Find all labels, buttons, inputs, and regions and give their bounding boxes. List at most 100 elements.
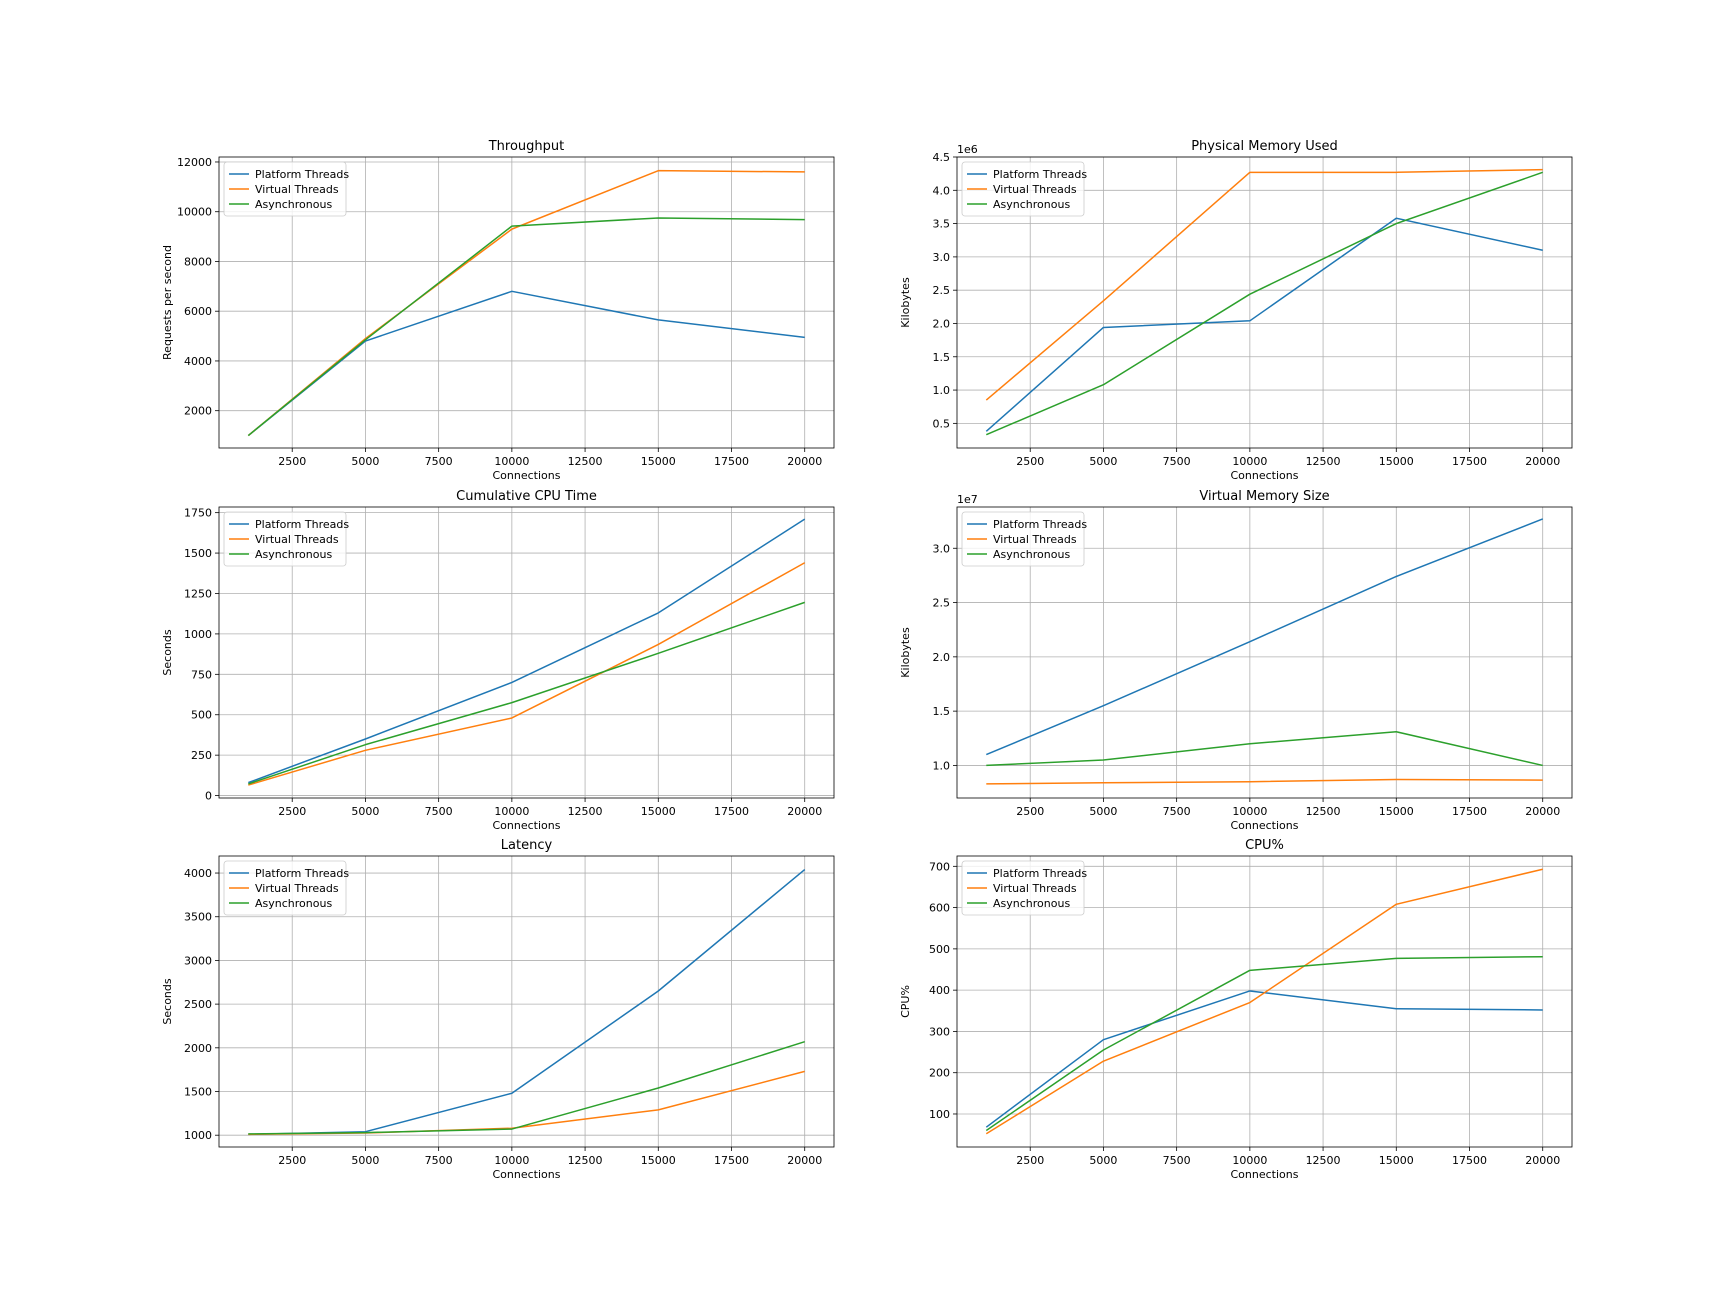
y-tick-label: 3.0 (933, 251, 951, 264)
y-tick-label: 500 (191, 709, 212, 722)
x-tick-label: 7500 (1163, 455, 1191, 468)
y-tick-label: 4.0 (933, 184, 951, 197)
legend-label: Platform Threads (993, 867, 1087, 880)
chart-title: Throughput (488, 139, 565, 154)
axis-offset-label: 1e7 (957, 493, 978, 506)
x-tick-label: 10000 (1232, 1154, 1267, 1167)
x-tick-label: 15000 (641, 455, 676, 468)
x-axis-label: Connections (1231, 819, 1299, 832)
series-line-platform (985, 217, 1543, 432)
series-line-platform (248, 518, 806, 784)
x-tick-label: 5000 (1089, 1154, 1117, 1167)
series-line-async (248, 1040, 805, 1135)
y-tick-label: 12000 (177, 156, 212, 169)
y-axis-label: Kilobytes (899, 277, 912, 328)
series-line-async (985, 171, 1543, 436)
y-tick-label: 600 (929, 902, 950, 915)
y-tick-label: 6000 (184, 305, 212, 318)
y-tick-label: 1250 (184, 587, 212, 600)
y-tick-label: 2500 (184, 998, 212, 1011)
y-tick-label: 10000 (177, 206, 212, 219)
legend: Platform Threads Virtual Threads Asynchron… (223, 161, 349, 217)
x-tick-label: 12500 (568, 455, 603, 468)
legend-label: Virtual Threads (993, 183, 1077, 196)
x-tick-label: 12500 (1306, 1154, 1341, 1167)
x-tick-label: 15000 (1379, 805, 1414, 818)
legend-label: Asynchronous (255, 548, 332, 561)
legend-label: Asynchronous (993, 198, 1070, 211)
x-axis-label: Connections (493, 819, 561, 832)
y-tick-label: 2000 (184, 1042, 212, 1055)
x-tick-label: 20000 (787, 805, 822, 818)
y-tick-label: 0.5 (933, 417, 951, 430)
y-tick-label: 0 (205, 790, 212, 803)
legend: Platform Threads Virtual Threads Asynchron… (961, 511, 1087, 567)
legend-label: Platform Threads (993, 168, 1087, 181)
legend-label: Asynchronous (255, 897, 332, 910)
x-tick-label: 15000 (1379, 1154, 1414, 1167)
x-tick-label: 5000 (1089, 805, 1117, 818)
axes-frame (956, 855, 1573, 1148)
x-tick-label: 15000 (641, 1154, 676, 1167)
x-tick-label: 17500 (1452, 1154, 1487, 1167)
y-tick-label: 400 (929, 984, 950, 997)
y-tick-label: 4000 (184, 355, 212, 368)
y-tick-label: 100 (929, 1108, 950, 1121)
y-tick-label: 200 (929, 1067, 950, 1080)
y-tick-label: 3.0 (933, 542, 951, 555)
legend-label: Virtual Threads (255, 533, 339, 546)
x-tick-label: 17500 (714, 1154, 749, 1167)
x-tick-label: 7500 (1163, 805, 1191, 818)
y-tick-label: 750 (191, 668, 212, 681)
x-tick-label: 17500 (1452, 455, 1487, 468)
x-tick-label: 2500 (1016, 805, 1044, 818)
legend-box (223, 511, 347, 567)
x-tick-label: 12500 (568, 1154, 603, 1167)
axes-frame (956, 506, 1573, 799)
y-axis-label: Requests per second (161, 245, 174, 360)
x-tick-label: 5000 (351, 455, 379, 468)
y-axis-label: CPU% (899, 985, 912, 1018)
x-axis-label: Connections (1231, 469, 1299, 482)
y-tick-label: 4000 (184, 867, 212, 880)
y-tick-label: 1750 (184, 507, 212, 520)
series-line-async (247, 217, 805, 437)
y-tick-label: 700 (929, 860, 950, 873)
legend: Platform Threads Virtual Threads Asynchron… (223, 860, 349, 916)
y-tick-label: 1.5 (933, 351, 951, 364)
y-tick-label: 300 (929, 1025, 950, 1038)
y-tick-label: 1.0 (933, 384, 951, 397)
chart-title: CPU% (1245, 838, 1284, 853)
y-axis-label: Seconds (161, 629, 174, 675)
y-tick-label: 500 (929, 943, 950, 956)
legend-label: Platform Threads (993, 518, 1087, 531)
legend-label: Asynchronous (993, 897, 1070, 910)
x-tick-label: 12500 (1306, 805, 1341, 818)
x-tick-label: 20000 (787, 1154, 822, 1167)
chart-title: Physical Memory Used (1191, 139, 1338, 154)
x-tick-label: 10000 (494, 805, 529, 818)
x-tick-label: 7500 (425, 1154, 453, 1167)
x-tick-label: 20000 (1525, 805, 1560, 818)
legend-label: Platform Threads (255, 867, 349, 880)
legend-box (223, 161, 347, 217)
x-tick-label: 20000 (1525, 1154, 1560, 1167)
y-tick-label: 2.5 (933, 284, 951, 297)
y-tick-label: 3000 (184, 954, 212, 967)
legend-box (961, 860, 1085, 916)
series-line-async (985, 955, 1543, 1132)
y-tick-label: 2000 (184, 405, 212, 418)
x-tick-label: 10000 (1232, 455, 1267, 468)
y-axis-label: Seconds (161, 978, 174, 1024)
chart-panel-6: 2500 5000 7500 10000 12500 15000 17500 20000 100… (899, 838, 1573, 1181)
y-tick-label: 1000 (184, 1129, 212, 1142)
series-line-platform (986, 518, 1543, 756)
x-tick-label: 7500 (425, 455, 453, 468)
legend-label: Virtual Threads (993, 882, 1077, 895)
y-tick-label: 2.0 (933, 651, 951, 664)
y-tick-label: 1.5 (933, 705, 951, 718)
x-tick-label: 10000 (494, 455, 529, 468)
y-tick-label: 4.5 (933, 151, 951, 164)
chart-title: Virtual Memory Size (1199, 489, 1329, 504)
